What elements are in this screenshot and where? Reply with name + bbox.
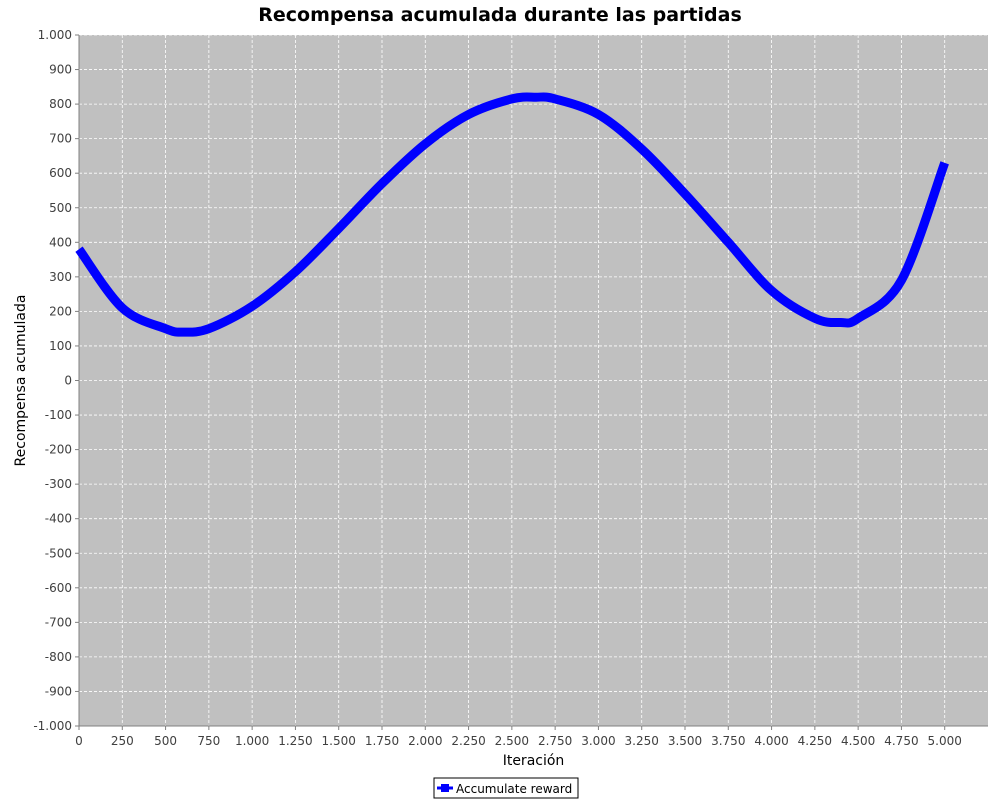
x-tick-label: 2.500 xyxy=(495,734,529,748)
y-tick-label: 0 xyxy=(64,374,72,388)
chart-title: Recompensa acumulada durante las partida… xyxy=(258,4,742,26)
y-tick-label: -900 xyxy=(45,684,72,698)
x-axis-title: Iteración xyxy=(503,753,565,769)
grid xyxy=(79,34,988,727)
y-tick-label: -400 xyxy=(45,512,72,526)
y-tick-label: -500 xyxy=(45,546,72,560)
axes: 0 250 500 750 1.000 1.250 1.500 1.750 2.000 2.250… xyxy=(33,28,988,748)
series-layer xyxy=(75,92,949,337)
legend: Accumulate reward xyxy=(433,777,579,799)
y-tick-label: -200 xyxy=(45,443,72,457)
y-tick-label: 600 xyxy=(49,166,72,180)
y-tick-label: -1.000 xyxy=(33,719,72,733)
x-tick-label: 1.500 xyxy=(322,734,356,748)
y-tick-label: 400 xyxy=(49,235,72,249)
x-tick-label: 1.250 xyxy=(278,734,312,748)
y-tick-label: -800 xyxy=(45,650,72,664)
x-tick-label: 4.500 xyxy=(841,734,875,748)
y-tick-label: -100 xyxy=(45,408,72,422)
y-tick-label: 100 xyxy=(49,339,72,353)
x-tick-label: 4.000 xyxy=(754,734,788,748)
x-tick-label: 3.250 xyxy=(625,734,659,748)
x-tick-label: 2.250 xyxy=(451,734,485,748)
x-tick-label: 500 xyxy=(154,734,177,748)
legend-swatch-marker xyxy=(441,784,449,792)
y-tick-label: 800 xyxy=(49,97,72,111)
x-tick-label: 3.000 xyxy=(581,734,615,748)
y-tick-label: -300 xyxy=(45,477,72,491)
x-tick-label: 750 xyxy=(197,734,220,748)
x-tick-label: 2.000 xyxy=(408,734,442,748)
x-tick-label: 4.250 xyxy=(798,734,832,748)
y-tick-label: -600 xyxy=(45,581,72,595)
x-tick-label: 250 xyxy=(111,734,134,748)
series-line xyxy=(75,92,949,337)
x-tick-label: 3.500 xyxy=(668,734,702,748)
x-tick-label: 2.750 xyxy=(538,734,572,748)
y-axis-title: Recompensa acumulada xyxy=(13,295,29,467)
y-tick-label: -700 xyxy=(45,615,72,629)
x-tick-label: 5.000 xyxy=(928,734,962,748)
x-tick-label: 0 xyxy=(75,734,83,748)
x-tick-label: 4.750 xyxy=(884,734,918,748)
y-tick-label: 700 xyxy=(49,132,72,146)
x-tick-label: 1.750 xyxy=(365,734,399,748)
y-tick-label: 200 xyxy=(49,304,72,318)
y-tick-label: 300 xyxy=(49,270,72,284)
legend-box xyxy=(433,777,579,799)
x-tick-label: 1.000 xyxy=(235,734,269,748)
y-tick-label: 900 xyxy=(49,63,72,77)
y-tick-label: 1.000 xyxy=(38,28,72,42)
x-tick-label: 3.750 xyxy=(711,734,745,748)
y-tick-label: 500 xyxy=(49,201,72,215)
legend-label: Accumulate reward xyxy=(456,782,572,796)
